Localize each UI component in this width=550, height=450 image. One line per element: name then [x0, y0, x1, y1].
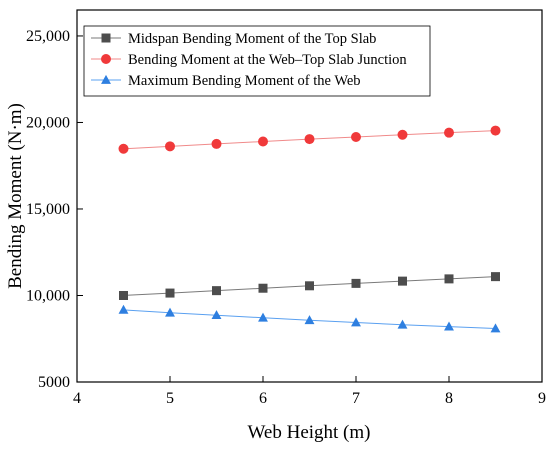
legend-marker-triangle: [101, 74, 111, 84]
y-tick-label: 25,000: [26, 28, 70, 45]
legend-marker-square: [101, 33, 111, 43]
data-point-triangle: [490, 323, 501, 333]
data-point-square: [119, 290, 128, 300]
legend-label: Midspan Bending Moment of the Top Slab: [128, 31, 376, 47]
data-point-square: [444, 274, 454, 284]
data-point-circle: [211, 138, 222, 149]
legend-label: Bending Moment at the Web–Top Slab Junct…: [128, 52, 407, 68]
data-point-circle: [258, 136, 268, 147]
data-point-triangle: [444, 321, 454, 331]
data-point-triangle: [258, 312, 268, 322]
y-tick-label: 15,000: [26, 201, 70, 218]
x-tick-label: 6: [259, 390, 267, 407]
data-point-square: [351, 278, 361, 288]
x-tick-label: 5: [166, 390, 174, 407]
y-axis-label: Bending Moment (N·m): [5, 103, 26, 289]
series-circle: [118, 125, 501, 154]
data-point-circle: [351, 131, 361, 142]
data-point-triangle: [351, 317, 361, 327]
data-point-square: [258, 283, 268, 293]
data-point-circle: [118, 143, 129, 154]
data-point-square: [491, 272, 500, 282]
legend-box: [83, 25, 431, 97]
series-layer: [118, 125, 501, 333]
data-point-triangle: [211, 310, 222, 320]
x-axis-ticks: 4 5 6 7 8 9: [73, 376, 546, 407]
data-point-square: [212, 286, 221, 296]
x-tick-label: 9: [538, 390, 546, 407]
legend-marker-circle: [101, 54, 111, 64]
y-tick-label: 5000: [38, 374, 70, 391]
plot-frame: [76, 9, 543, 383]
y-axis-ticks: 5000 10,000 15,000 20,000 25,000: [26, 28, 83, 391]
y-tick-label: 10,000: [26, 287, 70, 304]
data-point-circle: [304, 134, 315, 145]
data-point-circle: [165, 141, 175, 152]
data-point-circle: [490, 125, 501, 136]
data-point-square: [165, 288, 175, 298]
legend: Midspan Bending Moment of the Top Slab Be…: [83, 25, 431, 97]
series-triangle: [118, 304, 501, 333]
series-square: [119, 272, 500, 300]
data-point-circle: [444, 127, 454, 138]
data-point-triangle: [397, 319, 408, 329]
x-tick-label: 4: [73, 390, 81, 407]
data-point-square: [305, 281, 314, 291]
data-point-square: [398, 276, 407, 286]
x-tick-label: 8: [445, 390, 453, 407]
y-tick-label: 20,000: [26, 114, 70, 131]
legend-label: Maximum Bending Moment of the Web: [128, 73, 361, 89]
data-point-triangle: [118, 304, 129, 314]
data-point-circle: [397, 129, 408, 140]
data-point-triangle: [304, 315, 315, 325]
data-point-triangle: [165, 307, 175, 317]
x-tick-label: 7: [352, 390, 360, 407]
x-axis-label: Web Height (m): [248, 422, 371, 443]
